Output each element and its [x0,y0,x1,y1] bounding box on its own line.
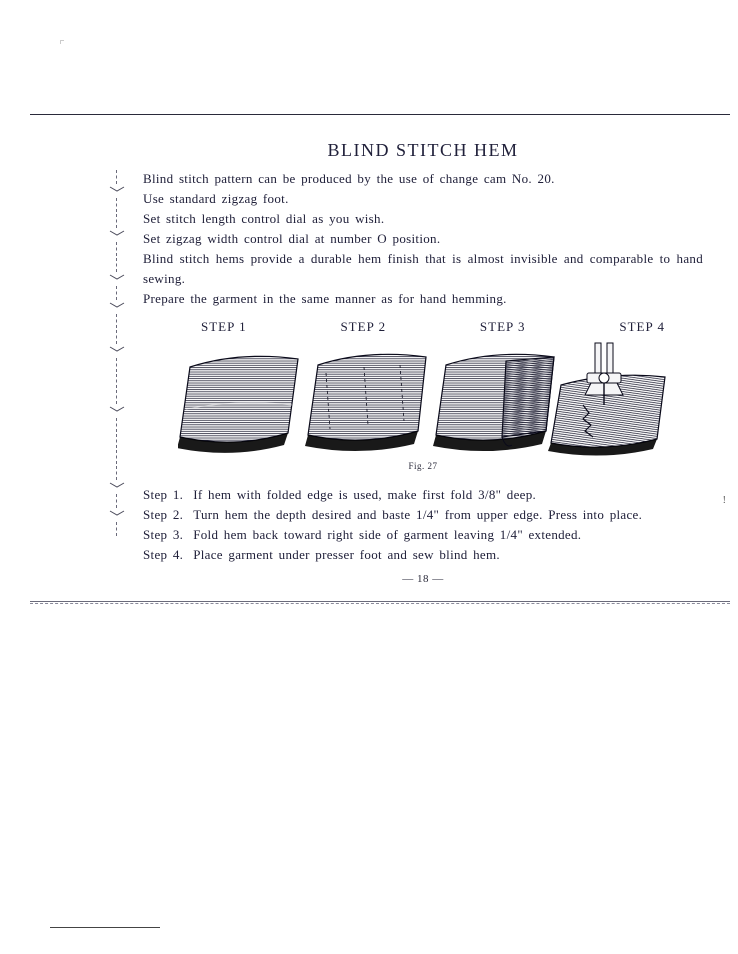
step-text: If hem with folded edge is used, make fi… [193,485,642,505]
step-text: Place garment under presser foot and sew… [193,545,642,565]
crop-mark [60,40,64,44]
step-number: Step 2. [143,505,193,525]
step-row: Step 3.Fold hem back toward right side o… [143,525,642,545]
steps-table: Step 1.If hem with folded edge is used, … [143,485,642,565]
step-label: STEP 4 [619,319,665,335]
intro-line: Set stitch length control dial as you wi… [143,209,703,229]
rule-bottom-dashed [30,603,730,604]
step-label: STEP 2 [340,319,386,335]
step-number: Step 3. [143,525,193,545]
rule-bottom [30,601,730,602]
step-row: Step 1.If hem with folded edge is used, … [143,485,642,505]
intro-line: Blind stitch pattern can be produced by … [143,169,703,189]
footer-rule [50,927,160,928]
intro-line: Use standard zigzag foot. [143,189,703,209]
step-labels-row: STEP 1 STEP 2 STEP 3 STEP 4 [143,319,703,335]
figure-caption: Fig. 27 [143,461,703,471]
rule-top [30,114,730,115]
page-number: — 18 — [143,573,703,585]
step-row: Step 4.Place garment under presser foot … [143,545,642,565]
step-text: Fold hem back toward right side of garme… [193,525,642,545]
intro-line: Set zigzag width control dial at number … [143,229,703,249]
stray-mark: ! [723,495,726,506]
step-row: Step 2.Turn hem the depth desired and ba… [143,505,642,525]
content: BLIND STITCH HEM Blind stitch pattern ca… [143,140,703,585]
page: BLIND STITCH HEM Blind stitch pattern ca… [0,0,738,954]
intro-paragraphs: Blind stitch pattern can be produced by … [143,169,703,309]
step-text: Turn hem the depth desired and baste 1/4… [193,505,642,525]
step-number: Step 1. [143,485,193,505]
intro-line: Prepare the garment in the same manner a… [143,289,703,309]
step-number: Step 4. [143,545,193,565]
binding-marks [106,170,128,536]
step-label: STEP 3 [480,319,526,335]
step-label: STEP 1 [201,319,247,335]
intro-line: Blind stitch hems provide a durable hem … [143,249,703,289]
figure-27 [143,341,703,459]
page-title: BLIND STITCH HEM [143,140,703,161]
